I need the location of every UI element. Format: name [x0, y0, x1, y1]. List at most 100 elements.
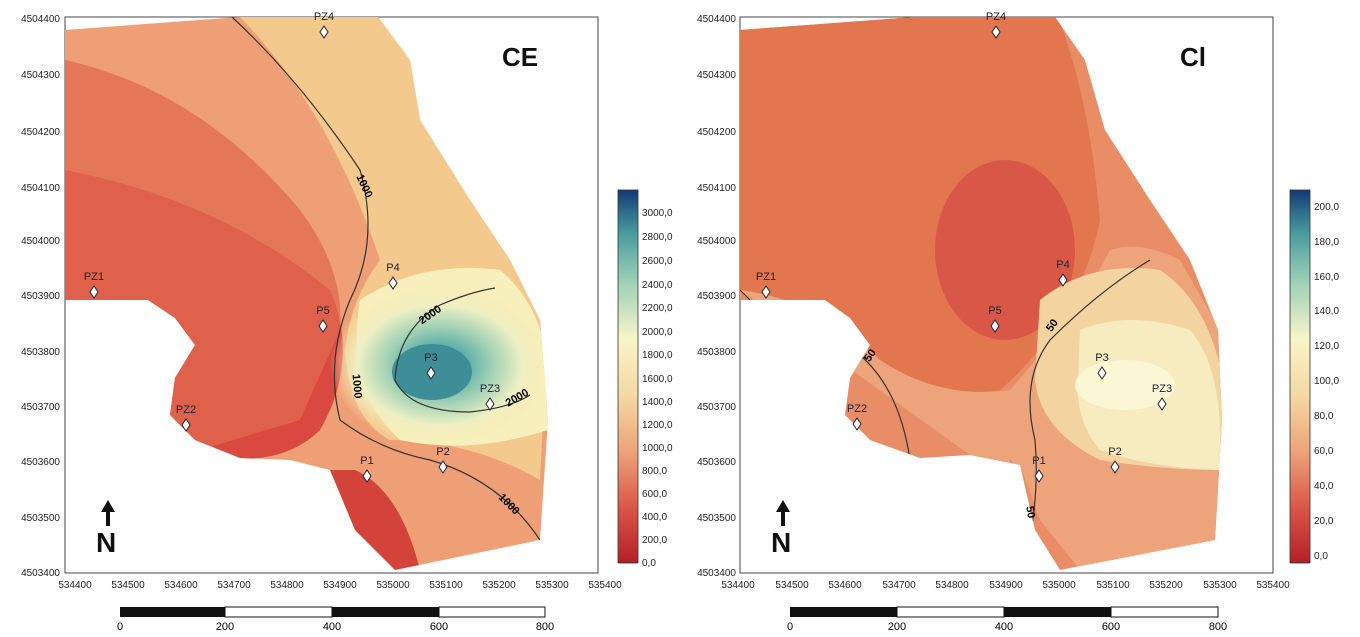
scale-label: 200 [216, 621, 234, 633]
well-label: PZ4 [986, 11, 1006, 23]
scale-bar: 0 200 400 600 800 [117, 606, 554, 633]
well-marker[interactable]: P5 [988, 305, 1002, 333]
legend-label: 1000,0 [642, 443, 673, 454]
well-marker[interactable]: P2 [1108, 446, 1122, 474]
north-label: N [96, 527, 116, 558]
legend-label: 60,0 [1314, 446, 1334, 457]
legend-label: 200,0 [642, 535, 667, 546]
map-panel-cl: 50 50 50 Cl 4504400 4504300 4504200 4504… [697, 11, 1339, 633]
x-tick-label: 534700 [217, 580, 251, 591]
x-tick-label: 535400 [1256, 580, 1290, 591]
y-tick-label: 4504000 [21, 236, 60, 247]
scale-label: 400 [323, 621, 341, 633]
ce-surface [65, 17, 548, 570]
map-title: Cl [1180, 42, 1206, 72]
legend-label: 400,0 [642, 512, 667, 523]
y-tick-label: 4503500 [697, 513, 736, 524]
well-label: P5 [316, 305, 329, 317]
well-marker[interactable]: PZ3 [1152, 383, 1172, 411]
y-tick-label: 4503900 [21, 291, 60, 302]
x-tick-label: 535300 [535, 580, 569, 591]
map-title: CE [502, 42, 538, 72]
well-marker[interactable]: P1 [1032, 455, 1046, 483]
y-tick-label: 4503500 [21, 513, 60, 524]
well-marker[interactable]: P1 [360, 455, 374, 483]
scale-label: 600 [430, 621, 448, 633]
legend-label: 1800,0 [642, 350, 673, 361]
well-label: P1 [1032, 455, 1045, 467]
legend-label: 3000,0 [642, 208, 673, 219]
north-label: N [771, 527, 791, 558]
well-label: PZ1 [84, 271, 104, 283]
legend-label: 2600,0 [642, 256, 673, 267]
legend-label: 0,0 [642, 558, 656, 569]
legend-label: 20,0 [1314, 516, 1334, 527]
well-marker[interactable]: P5 [316, 305, 330, 333]
x-tick-label: 535100 [429, 580, 463, 591]
north-arrow-icon: N [96, 500, 116, 558]
y-axis: 4504400 4504300 4504200 4504100 4504000 … [697, 14, 736, 579]
x-axis: 534400 534500 534600 534700 534800 53490… [721, 580, 1290, 591]
legend-label: 1400,0 [642, 397, 673, 408]
north-arrow-icon: N [771, 500, 791, 558]
legend-label: 160,0 [1314, 272, 1339, 283]
x-tick-label: 534800 [270, 580, 304, 591]
scale-label: 200 [888, 621, 906, 633]
x-tick-label: 534800 [935, 580, 969, 591]
y-tick-label: 4504200 [697, 127, 736, 138]
well-label: P3 [1095, 352, 1108, 364]
scale-label: 400 [995, 621, 1013, 633]
x-tick-label: 535200 [1149, 580, 1183, 591]
well-marker[interactable]: P2 [436, 446, 450, 474]
well-marker[interactable]: PZ2 [847, 403, 867, 431]
well-marker[interactable]: PZ1 [84, 271, 104, 299]
x-tick-label: 535000 [1042, 580, 1076, 591]
well-marker[interactable]: PZ4 [314, 11, 334, 39]
legend-label: 140,0 [1314, 306, 1339, 317]
well-marker[interactable]: PZ3 [480, 383, 500, 411]
y-tick-label: 4503900 [697, 291, 736, 302]
y-tick-label: 4503800 [21, 347, 60, 358]
y-tick-label: 4504300 [21, 70, 60, 81]
well-label: PZ3 [1152, 383, 1172, 395]
x-tick-label: 534700 [882, 580, 916, 591]
well-marker[interactable]: PZ1 [756, 271, 776, 299]
well-label: P2 [436, 446, 449, 458]
legend-label: 2200,0 [642, 303, 673, 314]
well-marker[interactable]: P4 [1056, 259, 1070, 287]
x-tick-label: 534900 [989, 580, 1023, 591]
y-tick-label: 4504100 [697, 183, 736, 194]
x-tick-label: 534600 [828, 580, 862, 591]
legend-label: 2000,0 [642, 327, 673, 338]
y-tick-label: 4504200 [21, 127, 60, 138]
well-marker[interactable]: PZ4 [986, 11, 1006, 39]
x-tick-label: 535200 [482, 580, 516, 591]
y-tick-label: 4504400 [21, 14, 60, 25]
x-tick-label: 534400 [58, 580, 92, 591]
well-marker[interactable]: P3 [424, 352, 438, 380]
y-axis: 4504400 4504300 4504200 4504100 4504000 … [21, 14, 60, 579]
well-label: P5 [988, 305, 1001, 317]
well-marker[interactable]: PZ2 [176, 404, 196, 432]
well-label: PZ4 [314, 11, 334, 23]
x-tick-label: 534500 [111, 580, 145, 591]
well-marker[interactable]: P4 [386, 262, 400, 290]
y-tick-label: 4504300 [697, 70, 736, 81]
y-tick-label: 4503800 [697, 347, 736, 358]
y-tick-label: 4504400 [697, 14, 736, 25]
legend-label: 0,0 [1314, 551, 1328, 562]
legend-label: 80,0 [1314, 411, 1334, 422]
x-tick-label: 534900 [323, 580, 357, 591]
scale-bar: 0 200 400 600 800 [787, 606, 1227, 633]
legend-label: 120,0 [1314, 341, 1339, 352]
well-marker[interactable]: P3 [1095, 352, 1109, 380]
y-tick-label: 4504100 [21, 183, 60, 194]
legend-label: 100,0 [1314, 376, 1339, 387]
contour-label: 50 [862, 347, 879, 364]
y-tick-label: 4503600 [697, 457, 736, 468]
y-tick-label: 4503700 [21, 402, 60, 413]
y-tick-label: 4503400 [697, 568, 736, 579]
y-tick-label: 4504000 [697, 236, 736, 247]
y-tick-label: 4503700 [697, 402, 736, 413]
y-tick-label: 4503400 [21, 568, 60, 579]
